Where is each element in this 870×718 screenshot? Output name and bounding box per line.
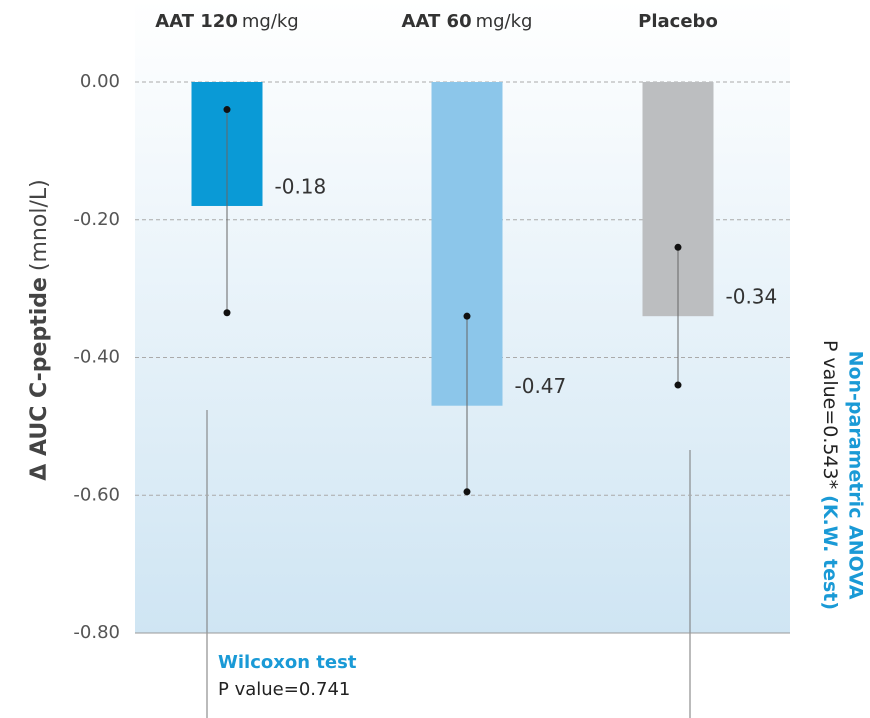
- y-axis-label: Δ AUC C-peptide (mnol/L): [27, 179, 52, 480]
- y-tick-label: 0.00: [80, 71, 120, 92]
- y-tick-label: -0.40: [73, 347, 120, 368]
- category-name: AAT 60: [402, 11, 472, 32]
- category-unit: mg/kg: [242, 11, 299, 32]
- annotation-text: P value=0.741: [218, 679, 350, 700]
- x-tick-label: Placebo: [638, 11, 718, 32]
- y-tick-label: -0.20: [73, 209, 120, 230]
- y-axis-label-main: Δ AUC C-peptide: [27, 277, 52, 481]
- error-bar-end: [463, 312, 471, 320]
- x-tick-label: AAT 120 mg/kg: [155, 11, 298, 32]
- category-name: AAT 120: [155, 11, 238, 32]
- data-label: -0.47: [515, 374, 567, 398]
- y-tick-label: -0.80: [73, 622, 120, 643]
- x-tick-label: AAT 60 mg/kg: [402, 11, 533, 32]
- category-name: Placebo: [638, 11, 718, 32]
- data-label: -0.34: [726, 285, 778, 309]
- y-tick-label: -0.60: [73, 484, 120, 505]
- error-bar-end: [223, 309, 231, 317]
- annotation-text: P value=0.543* (K.W. test): [820, 340, 842, 610]
- category-unit: mg/kg: [476, 11, 533, 32]
- annotation-title: Wilcoxon test: [218, 652, 357, 673]
- error-bar-end: [223, 106, 231, 114]
- y-axis-label-unit: (mnol/L): [27, 179, 52, 271]
- annotation-test: (K.W. test): [820, 495, 842, 610]
- error-bar-end: [674, 243, 682, 251]
- annotation-p: P value=0.543*: [820, 340, 842, 489]
- error-bar-end: [463, 488, 471, 496]
- data-label: -0.18: [275, 174, 327, 198]
- error-bar-end: [674, 381, 682, 389]
- annotation-title: Non-parametric ANOVA: [845, 351, 867, 600]
